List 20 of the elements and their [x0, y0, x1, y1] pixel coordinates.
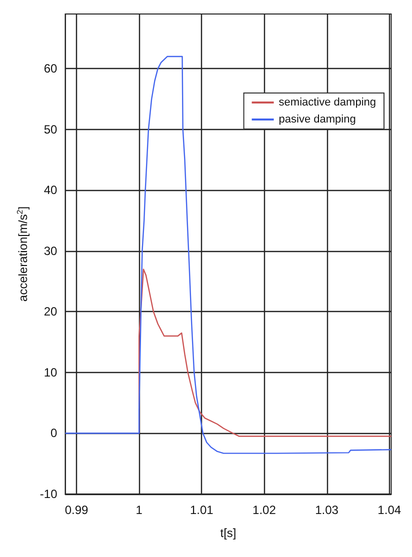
x-tick-label: 1.01 — [190, 503, 214, 517]
y-tick-label: 20 — [44, 304, 58, 319]
legend-label: semiactive damping — [278, 96, 376, 108]
x-axis-title: t[s] — [220, 526, 236, 540]
x-tick-label: 1.04 — [378, 503, 402, 517]
legend-label: pasive damping — [278, 114, 356, 126]
y-tick-label: 0 — [50, 426, 58, 440]
x-tick-label: 0.99 — [64, 503, 89, 517]
y-tick-label: -10 — [40, 487, 58, 501]
line-series — [138, 268, 392, 437]
y-tick-label: 60 — [44, 62, 58, 76]
y-tick-label: 30 — [44, 244, 58, 258]
y-tick-label: 10 — [44, 365, 58, 380]
x-tick-label: 1.03 — [315, 503, 339, 517]
x-tick-label: 1 — [136, 503, 143, 517]
y-axis-title: acceleration[m/s2] — [16, 206, 30, 302]
y-tick-label: 40 — [44, 183, 58, 198]
y-tick-label: 50 — [44, 122, 58, 136]
line-series — [64, 56, 392, 454]
x-tick-label: 1.02 — [252, 503, 276, 517]
